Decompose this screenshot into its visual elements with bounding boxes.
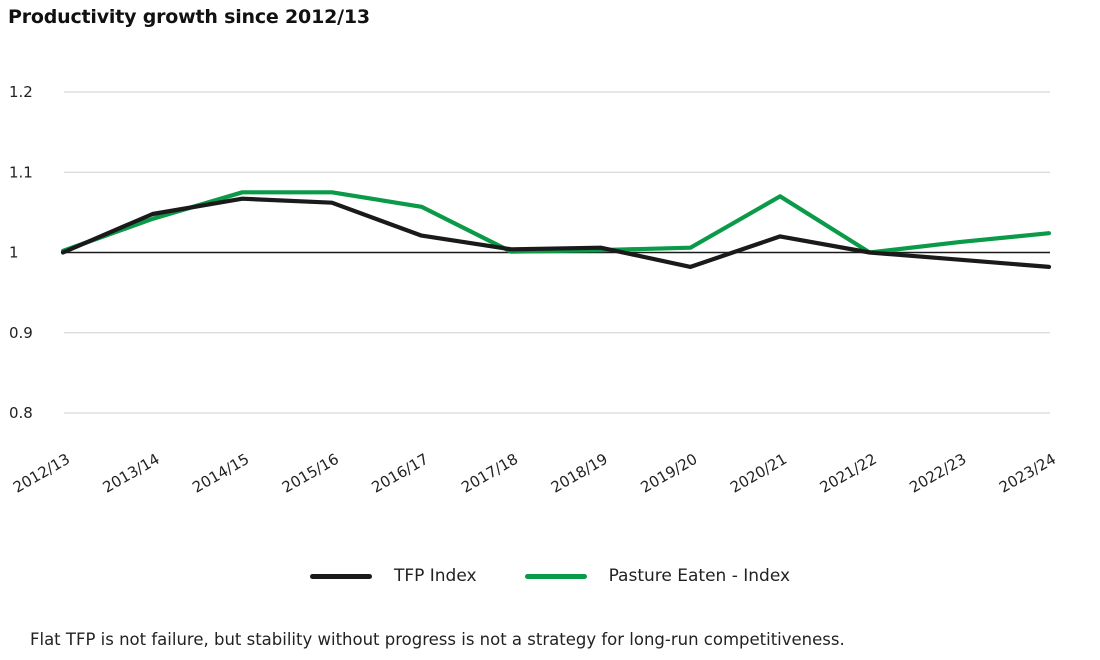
x-tick-label: 2017/18 xyxy=(458,450,521,497)
x-tick-label: 2021/22 xyxy=(817,450,880,497)
footnote: Flat TFP is not failure, but stability w… xyxy=(30,630,845,649)
x-tick-label: 2012/13 xyxy=(10,450,73,497)
series-lines xyxy=(60,190,1052,269)
y-axis-ticks: 0.8 0.9 1 1.1 1.2 xyxy=(9,83,33,422)
x-tick-label: 2018/19 xyxy=(548,450,611,497)
y-tick-label: 1 xyxy=(9,244,19,262)
chart-title: Productivity growth since 2012/13 xyxy=(8,6,370,28)
series-line-pasture xyxy=(60,190,1052,255)
x-tick-label: 2022/23 xyxy=(906,450,969,497)
x-tick-label: 2013/14 xyxy=(100,450,163,497)
y-tick-label: 1.1 xyxy=(9,163,33,181)
legend-item-tfp: TFP Index xyxy=(309,566,477,586)
x-tick-label: 2014/15 xyxy=(189,450,252,497)
line-chart: 0.8 0.9 1 1.1 1.2 2012/13 2013/14 2014/15 2015/… xyxy=(9,83,1059,497)
legend-swatch-pasture xyxy=(524,573,587,579)
series-line-tfp xyxy=(60,196,1052,269)
legend-label-pasture: Pasture Eaten - Index xyxy=(608,566,791,586)
x-axis-ticks: 2012/13 2013/14 2014/15 2015/16 2016/17 2017/… xyxy=(10,450,1059,497)
x-tick-label: 2020/21 xyxy=(727,450,790,497)
legend-swatch-tfp xyxy=(309,573,372,579)
x-tick-label: 2019/20 xyxy=(637,450,700,497)
legend-item-pasture: Pasture Eaten - Index xyxy=(524,566,791,586)
legend-label-tfp: TFP Index xyxy=(393,566,477,586)
x-tick-label: 2016/17 xyxy=(369,450,432,497)
y-tick-label: 0.9 xyxy=(9,324,33,342)
y-tick-label: 0.8 xyxy=(9,404,33,422)
y-tick-label: 1.2 xyxy=(9,83,33,101)
x-tick-label: 2015/16 xyxy=(279,450,342,497)
legend: TFP Index Pasture Eaten - Index xyxy=(0,566,1100,586)
x-tick-label: 2023/24 xyxy=(996,450,1059,497)
